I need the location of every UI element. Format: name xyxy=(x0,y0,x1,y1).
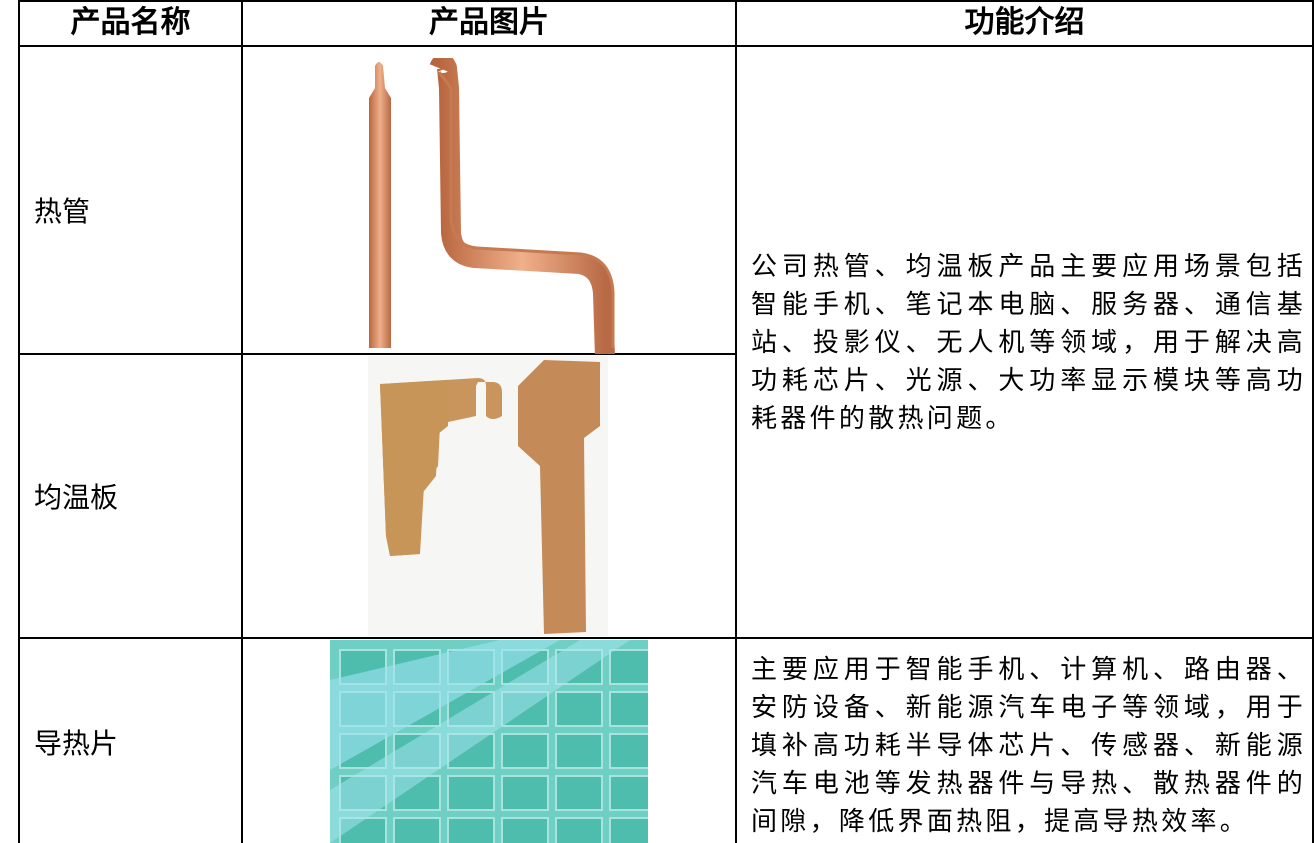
vapor-chamber-image xyxy=(368,356,608,636)
product-name: 均温板 xyxy=(34,481,119,514)
rule xyxy=(18,353,736,355)
rule xyxy=(1312,0,1314,843)
rule xyxy=(735,0,737,843)
product-name: 热管 xyxy=(34,195,91,228)
description: 公司热管、均温板产品主要应用场景包括智能手机、笔记本电脑、服务器、通信基站、投影… xyxy=(751,252,1306,434)
description: 主要应用于智能手机、计算机、路由器、安防设备、新能源汽车电子等领域，用于填补高功… xyxy=(751,655,1306,837)
product-name: 导热片 xyxy=(34,727,119,760)
rule xyxy=(18,0,20,843)
rule xyxy=(241,0,243,843)
thermal-pad-image xyxy=(330,640,648,843)
header-cell: 功能介绍 xyxy=(964,5,1085,40)
header-cell: 产品图片 xyxy=(429,5,549,40)
rule xyxy=(18,0,1314,2)
rule xyxy=(18,45,1314,47)
heat-pipe-image xyxy=(369,58,615,354)
rule xyxy=(18,637,1314,639)
header-cell: 产品名称 xyxy=(70,5,191,40)
